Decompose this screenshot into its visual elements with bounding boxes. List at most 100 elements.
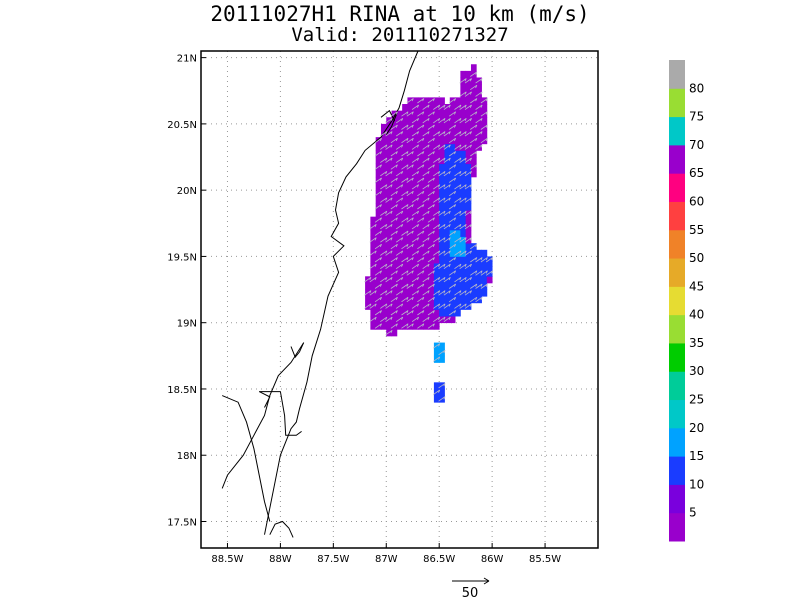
wind-speed-cell — [481, 130, 488, 138]
wind-speed-cell — [391, 302, 398, 310]
wind-speed-cell — [396, 110, 403, 118]
wind-speed-cell — [455, 97, 461, 105]
wind-speed-cell — [412, 123, 419, 131]
wind-vector — [454, 157, 462, 163]
wind-speed-cell — [439, 97, 445, 105]
wind-vector — [417, 151, 425, 157]
wind-vector — [374, 217, 382, 223]
wind-vector — [454, 250, 462, 256]
wind-vector — [433, 250, 441, 256]
wind-vector — [443, 131, 451, 137]
wind-speed-cell — [412, 216, 419, 224]
wind-speed-cell — [465, 150, 472, 158]
wind-vector — [448, 310, 457, 316]
wind-speed-cell — [433, 309, 440, 317]
wind-speed-cell — [375, 157, 382, 165]
wind-vector — [443, 117, 451, 124]
wind-speed-cell — [391, 143, 398, 151]
wind-speed-cell — [439, 296, 445, 304]
wind-vector — [438, 144, 446, 150]
wind-vector — [427, 204, 435, 210]
wind-speed-cell — [460, 123, 467, 131]
wind-vector — [374, 296, 382, 303]
wind-speed-cell — [465, 123, 472, 131]
wind-vector — [374, 137, 382, 144]
wind-vector — [438, 210, 446, 216]
wind-vector — [454, 184, 462, 190]
wind-speed-cell — [391, 157, 398, 165]
wind-speed-cell — [455, 110, 461, 118]
wind-speed-cell — [465, 282, 472, 290]
wind-vector — [390, 270, 398, 276]
wind-vector — [406, 310, 414, 316]
wind-vector — [390, 164, 398, 170]
wind-vector — [380, 223, 388, 230]
wind-vector — [380, 250, 388, 256]
wind-vector — [417, 111, 425, 117]
wind-vector — [422, 157, 430, 163]
wind-speed-cell — [423, 229, 430, 237]
wind-vector — [459, 184, 467, 190]
wind-vector — [475, 283, 483, 289]
wind-vector — [385, 276, 393, 283]
wind-vector — [390, 137, 398, 144]
wind-vector — [411, 210, 420, 216]
wind-speed-cell — [455, 269, 461, 277]
wind-vector — [464, 223, 472, 230]
wind-vector — [475, 270, 483, 276]
wind-speed-cell — [375, 302, 382, 310]
wind-vector — [464, 78, 472, 84]
wind-vector — [401, 124, 409, 130]
wind-speed-cell — [386, 296, 392, 304]
wind-speed-cell — [455, 309, 461, 317]
coastline-segment — [380, 109, 396, 122]
wind-vector — [480, 124, 488, 130]
wind-vector — [443, 157, 451, 163]
wind-speed-cell — [407, 170, 414, 178]
coastline — [221, 50, 419, 538]
wind-speed-cell — [375, 276, 382, 284]
wind-vector — [406, 243, 414, 250]
wind-speed-cell — [407, 263, 414, 271]
wind-vector — [454, 197, 462, 203]
wind-speed-cell — [465, 190, 472, 198]
wind-vector — [380, 210, 388, 216]
wind-vector — [417, 190, 425, 197]
wind-vector — [369, 303, 377, 309]
wind-vector — [433, 316, 441, 323]
wind-vector — [406, 98, 414, 104]
wind-vector — [401, 230, 409, 236]
wind-speed-cell — [465, 84, 472, 92]
wind-speed-cell — [470, 263, 477, 271]
wind-speed-cell — [455, 296, 461, 304]
reference-vector-label: 50 — [462, 586, 479, 600]
wind-vector — [406, 323, 414, 329]
wind-speed-cell — [460, 203, 467, 211]
x-tick-label: 88.5W — [211, 554, 243, 565]
wind-vector — [374, 243, 382, 250]
wind-vector — [464, 276, 472, 283]
wind-vector — [459, 223, 467, 230]
wind-vector — [470, 98, 478, 104]
wind-vector — [438, 117, 446, 124]
wind-speed-cell — [460, 216, 467, 224]
wind-speed-cell — [391, 236, 398, 244]
wind-speed-cell — [433, 256, 440, 264]
wind-vectors — [364, 71, 494, 402]
wind-speed-cell — [380, 176, 387, 184]
wind-vector — [406, 296, 414, 303]
wind-vector — [427, 243, 435, 250]
wind-vector — [417, 257, 425, 263]
wind-speed-cell — [444, 163, 451, 171]
wind-vector — [380, 316, 388, 323]
wind-vector — [390, 310, 398, 316]
wind-speed-cell — [433, 97, 440, 105]
wind-speed-cell — [423, 296, 430, 304]
wind-speed-cell — [428, 289, 435, 297]
wind-speed-cell — [465, 229, 472, 237]
wind-speed-cell — [423, 150, 430, 158]
wind-vector — [385, 131, 393, 137]
colorbar-swatch — [669, 342, 685, 372]
wind-speed-cell — [470, 289, 477, 297]
wind-speed-cell — [418, 316, 424, 324]
